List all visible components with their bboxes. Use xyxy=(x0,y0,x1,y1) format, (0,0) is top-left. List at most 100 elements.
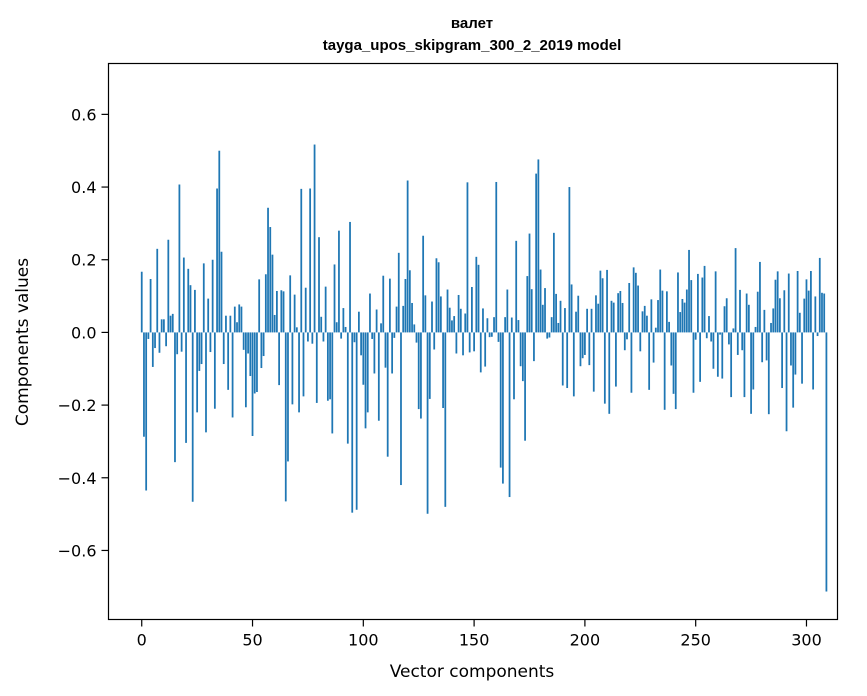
y-axis-label: Components values xyxy=(13,258,33,426)
bar xyxy=(304,287,307,333)
bar xyxy=(548,332,551,338)
bar xyxy=(703,265,706,333)
bar xyxy=(612,302,615,333)
x-tick-label: 250 xyxy=(680,631,711,650)
bar xyxy=(559,300,562,333)
bar xyxy=(391,332,394,374)
bar xyxy=(579,332,582,367)
bar xyxy=(725,298,728,333)
bar xyxy=(213,332,216,409)
bar xyxy=(163,319,165,333)
bar xyxy=(584,332,586,355)
bar xyxy=(366,332,369,413)
bar xyxy=(657,300,659,333)
bar xyxy=(679,312,682,333)
bar xyxy=(340,332,343,339)
bar xyxy=(779,298,781,333)
bar xyxy=(552,232,555,333)
bar xyxy=(765,332,768,361)
bar xyxy=(504,317,507,333)
bar xyxy=(741,332,744,351)
bar xyxy=(482,308,484,333)
bar xyxy=(273,314,276,333)
bar xyxy=(486,318,489,333)
bar xyxy=(335,322,338,333)
bar xyxy=(216,188,218,333)
bar xyxy=(373,332,376,374)
bar xyxy=(240,306,243,333)
bar xyxy=(307,332,309,342)
bar xyxy=(320,316,323,333)
bar xyxy=(794,332,797,375)
bar xyxy=(588,332,591,366)
bar xyxy=(767,332,770,415)
bar xyxy=(555,293,557,333)
bar xyxy=(592,332,595,392)
bar xyxy=(382,275,385,333)
bar xyxy=(577,295,580,333)
bar xyxy=(743,332,746,398)
bar xyxy=(708,316,710,333)
bar xyxy=(140,271,143,333)
bar xyxy=(586,308,588,333)
bar xyxy=(229,315,232,333)
bar xyxy=(681,298,684,333)
bar xyxy=(207,298,210,333)
bar xyxy=(685,289,688,333)
bar xyxy=(326,332,329,401)
y-tick-label: 0.2 xyxy=(71,251,96,270)
bar xyxy=(149,279,152,333)
bar xyxy=(699,332,701,382)
bar xyxy=(634,272,637,333)
bar xyxy=(747,304,750,333)
bar xyxy=(413,324,416,333)
bar xyxy=(346,332,349,444)
bar xyxy=(599,270,602,333)
bar xyxy=(198,332,201,371)
bar xyxy=(734,248,737,333)
bar xyxy=(537,159,540,333)
bar xyxy=(384,332,387,368)
bar xyxy=(247,332,249,354)
bar xyxy=(721,332,724,379)
bar xyxy=(202,263,205,333)
bar xyxy=(338,230,340,333)
y-tick-label: −0.4 xyxy=(58,469,97,488)
bar xyxy=(402,305,405,333)
chart-subtitle: tayga_upos_skipgram_300_2_2019 model xyxy=(323,37,622,54)
bar xyxy=(371,332,374,339)
bar xyxy=(174,332,176,463)
bar xyxy=(623,332,626,351)
bar xyxy=(690,280,693,333)
bar xyxy=(513,332,515,400)
bar xyxy=(619,290,622,333)
bar xyxy=(603,332,606,404)
bar xyxy=(380,323,382,333)
bar xyxy=(801,332,803,384)
bar xyxy=(360,332,362,356)
bar xyxy=(812,332,815,390)
bar xyxy=(269,227,272,333)
bar xyxy=(608,332,611,414)
bar xyxy=(508,332,511,498)
bar xyxy=(610,300,613,333)
bar xyxy=(227,332,230,390)
bar xyxy=(220,251,223,333)
bar xyxy=(796,271,799,333)
bar xyxy=(464,313,467,333)
bar xyxy=(258,279,261,333)
bar xyxy=(225,315,227,333)
bar xyxy=(654,327,657,333)
bar xyxy=(284,332,287,502)
x-tick-label: 200 xyxy=(570,631,601,650)
x-axis-label: Vector components xyxy=(390,662,555,682)
bar xyxy=(495,181,498,333)
x-tick-label: 100 xyxy=(348,631,379,650)
bar xyxy=(333,264,336,333)
chart-title: валет xyxy=(451,15,493,32)
bar xyxy=(814,296,817,333)
bar xyxy=(143,332,145,437)
bar xyxy=(639,332,642,352)
bar xyxy=(236,322,238,333)
